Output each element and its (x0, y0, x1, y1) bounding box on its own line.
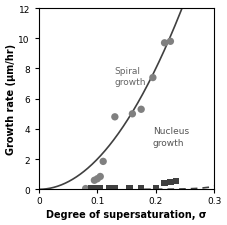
X-axis label: Degree of supersaturation, σ: Degree of supersaturation, σ (46, 209, 207, 219)
Point (90, 187, 93, 191)
Point (101, 160, 105, 164)
Point (113, 115, 117, 119)
Point (169, 180, 172, 184)
Point (154, 186, 158, 190)
Point (128, 187, 131, 191)
Y-axis label: Growth rate (μm/hr): Growth rate (μm/hr) (5, 44, 16, 155)
Point (163, 42, 166, 45)
Point (163, 182, 166, 185)
Point (99, 175, 102, 178)
Point (113, 187, 117, 191)
Text: Nucleus
growth: Nucleus growth (153, 127, 189, 147)
Point (93, 179, 96, 182)
Point (96, 177, 99, 181)
Point (169, 40, 172, 44)
Point (151, 76, 155, 80)
Text: Spiral
growth: Spiral growth (115, 67, 146, 87)
Point (84, 187, 87, 191)
Point (174, 179, 178, 183)
Point (139, 108, 143, 112)
Point (96, 187, 99, 191)
Point (107, 187, 111, 191)
Point (99, 187, 102, 191)
Point (139, 187, 143, 191)
Point (131, 112, 134, 116)
